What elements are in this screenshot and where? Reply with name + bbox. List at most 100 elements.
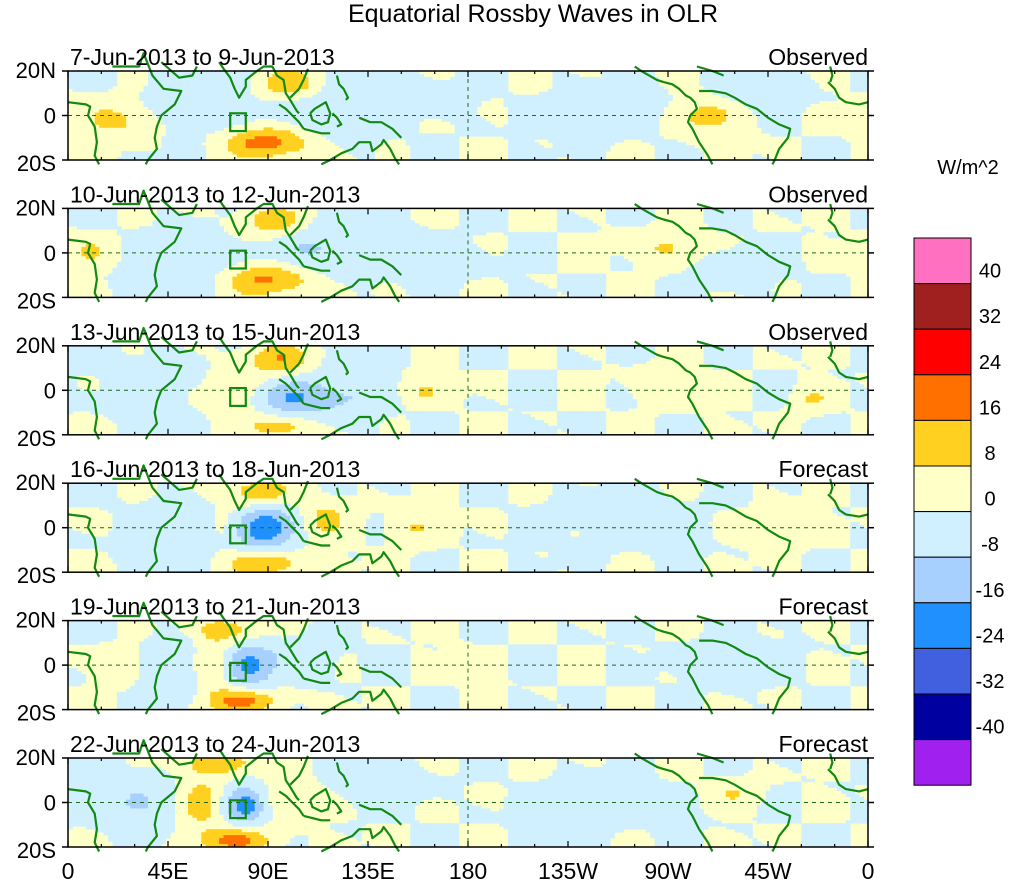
field-cell bbox=[112, 73, 118, 78]
field-cell bbox=[285, 235, 291, 239]
field-cell bbox=[423, 100, 429, 105]
field-cell bbox=[530, 133, 536, 137]
field-cell bbox=[659, 151, 664, 155]
field-cell bbox=[641, 88, 647, 93]
field-cell bbox=[734, 71, 740, 75]
field-cell bbox=[396, 103, 402, 107]
field-cell bbox=[183, 142, 189, 146]
field-cell bbox=[268, 208, 273, 212]
field-cell bbox=[170, 223, 176, 227]
field-cell bbox=[245, 118, 251, 122]
field-cell bbox=[365, 136, 371, 140]
field-cell bbox=[192, 121, 198, 125]
field-cell bbox=[99, 226, 104, 230]
field-cell bbox=[543, 151, 549, 155]
field-cell bbox=[192, 79, 198, 84]
field-cell bbox=[499, 223, 504, 227]
field-cell bbox=[325, 85, 331, 90]
field-cell bbox=[614, 73, 620, 78]
field-cell bbox=[361, 73, 367, 78]
field-cell bbox=[632, 211, 638, 215]
field-cell bbox=[112, 211, 118, 215]
field-cell bbox=[170, 157, 176, 161]
field-cell bbox=[592, 76, 598, 81]
field-cell bbox=[192, 157, 198, 161]
field-cell bbox=[663, 139, 669, 143]
field-cell bbox=[205, 118, 211, 122]
field-cell bbox=[312, 238, 318, 242]
field-cell bbox=[161, 97, 167, 102]
field-cell bbox=[436, 94, 442, 99]
field-cell bbox=[494, 127, 500, 131]
field-cell bbox=[299, 235, 304, 239]
field-cell bbox=[792, 211, 798, 215]
field-cell bbox=[330, 211, 336, 215]
field-cell bbox=[405, 127, 411, 131]
field-cell bbox=[268, 115, 273, 119]
field-cell bbox=[765, 235, 771, 239]
field-cell bbox=[712, 82, 718, 87]
field-cell bbox=[374, 139, 380, 143]
field-cell bbox=[454, 226, 460, 230]
field-cell bbox=[388, 223, 393, 227]
field-cell bbox=[579, 118, 584, 122]
field-cell bbox=[276, 115, 282, 119]
field-cell bbox=[423, 115, 429, 119]
field-cell bbox=[343, 109, 349, 113]
field-cell bbox=[401, 217, 407, 221]
field-cell bbox=[170, 211, 176, 215]
field-cell bbox=[259, 241, 264, 245]
field-cell bbox=[783, 97, 789, 102]
field-cell bbox=[481, 208, 487, 212]
field-cell bbox=[583, 106, 589, 110]
field-cell bbox=[116, 121, 122, 125]
field-cell bbox=[361, 109, 367, 113]
field-cell bbox=[174, 244, 180, 248]
field-cell bbox=[472, 73, 478, 78]
field-cell bbox=[201, 148, 207, 152]
field-cell bbox=[219, 241, 224, 245]
field-cell bbox=[436, 109, 442, 113]
field-cell bbox=[165, 136, 171, 140]
field-cell bbox=[396, 73, 402, 78]
field-cell bbox=[445, 88, 451, 93]
field-cell bbox=[410, 229, 416, 233]
field-cell bbox=[414, 154, 420, 158]
field-cell bbox=[610, 133, 616, 137]
field-cell bbox=[72, 85, 78, 90]
field-cell bbox=[419, 244, 424, 248]
field-cell bbox=[348, 79, 353, 84]
field-cell bbox=[334, 88, 340, 93]
field-cell bbox=[312, 124, 318, 128]
field-cell bbox=[112, 82, 118, 87]
field-cell bbox=[161, 100, 167, 105]
field-cell bbox=[530, 118, 536, 122]
field-cell bbox=[583, 148, 589, 152]
field-cell bbox=[214, 103, 220, 107]
field-cell bbox=[219, 82, 224, 87]
field-cell bbox=[508, 130, 513, 134]
field-cell bbox=[103, 226, 109, 230]
field-cell bbox=[428, 229, 433, 233]
field-cell bbox=[254, 148, 260, 152]
field-cell bbox=[516, 136, 522, 140]
field-cell bbox=[85, 71, 91, 75]
field-cell bbox=[361, 220, 367, 224]
field-cell bbox=[428, 115, 433, 119]
field-cell bbox=[272, 73, 278, 78]
field-cell bbox=[410, 100, 416, 105]
field-cell bbox=[356, 154, 362, 158]
field-cell bbox=[659, 85, 664, 90]
field-cell bbox=[374, 226, 380, 230]
field-cell bbox=[334, 229, 340, 233]
field-cell bbox=[294, 139, 300, 143]
field-cell bbox=[472, 214, 478, 218]
field-cell bbox=[628, 112, 633, 116]
field-cell bbox=[783, 85, 789, 90]
field-cell bbox=[294, 235, 300, 239]
field-cell bbox=[383, 214, 389, 218]
field-cell bbox=[796, 235, 802, 239]
field-cell bbox=[628, 91, 633, 96]
field-cell bbox=[556, 151, 562, 155]
field-cell bbox=[610, 220, 616, 224]
